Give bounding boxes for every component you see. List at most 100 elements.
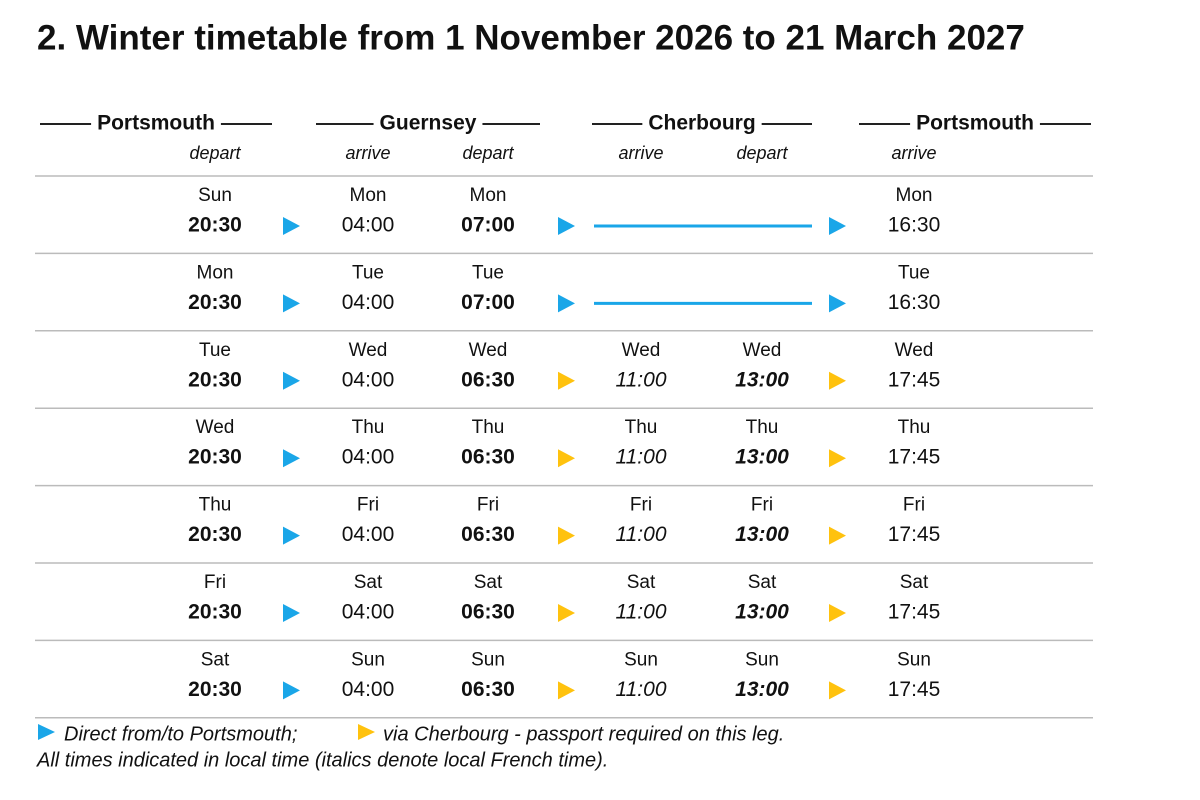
time: 20:30 (188, 446, 242, 469)
port-name: Cherbourg (648, 112, 755, 135)
arrow (283, 371, 300, 390)
time: 17:45 (888, 601, 941, 624)
day: Tue (352, 262, 384, 283)
time: 13:00 (735, 678, 789, 701)
day: Sun (351, 649, 385, 670)
day: Thu (199, 495, 232, 516)
time: 06:30 (461, 678, 515, 701)
time: 17:45 (888, 446, 941, 469)
arrow (558, 371, 575, 390)
time: 16:30 (888, 291, 941, 314)
arrow (558, 681, 575, 700)
day: Mon (197, 262, 234, 283)
time: 04:00 (342, 368, 395, 391)
direct-icon (38, 724, 55, 740)
arrow (829, 604, 846, 622)
time: 06:30 (461, 446, 515, 469)
column-label: depart (736, 143, 788, 163)
time: 04:00 (342, 523, 395, 546)
time: 20:30 (188, 291, 242, 314)
arrow (558, 526, 575, 545)
time: 11:00 (616, 601, 667, 624)
arrow (829, 526, 846, 545)
day: Sat (748, 572, 777, 593)
arrow (558, 449, 575, 468)
arrow (558, 294, 575, 313)
time: 04:00 (342, 214, 395, 237)
day: Sun (471, 649, 505, 670)
time: 06:30 (461, 523, 515, 546)
arrow (829, 217, 846, 235)
time: 20:30 (188, 678, 242, 701)
arrow (558, 604, 575, 622)
time: 13:00 (735, 368, 789, 391)
day: Thu (352, 417, 385, 438)
day: Tue (472, 262, 504, 283)
arrow (829, 371, 846, 390)
arrow (829, 294, 846, 313)
time: 17:45 (888, 368, 941, 391)
time: 04:00 (342, 601, 395, 624)
column-label: arrive (345, 143, 390, 163)
arrow (283, 294, 300, 313)
day: Sat (627, 572, 656, 593)
column-label: arrive (891, 143, 936, 163)
day: Fri (630, 495, 652, 516)
column-label: arrive (618, 143, 663, 163)
legend-direct: Direct from/to Portsmouth; (64, 723, 297, 745)
day: Thu (746, 417, 779, 438)
day: Thu (625, 417, 658, 438)
time: 13:00 (735, 601, 789, 624)
day: Fri (204, 572, 226, 593)
day: Thu (898, 417, 931, 438)
time: 11:00 (616, 368, 667, 391)
day: Wed (469, 340, 508, 361)
footnote: All times indicated in local time (itali… (36, 749, 608, 771)
day: Sat (354, 572, 383, 593)
time: 11:00 (616, 446, 667, 469)
via-icon (358, 724, 375, 740)
day: Tue (898, 262, 930, 283)
arrow (283, 604, 300, 622)
day: Wed (895, 340, 934, 361)
column-label: depart (462, 143, 514, 163)
day: Wed (196, 417, 235, 438)
day: Sun (624, 649, 658, 670)
time: 06:30 (461, 368, 515, 391)
day: Fri (903, 495, 925, 516)
day: Mon (896, 185, 933, 206)
day: Wed (622, 340, 661, 361)
time: 17:45 (888, 523, 941, 546)
port-name: Portsmouth (916, 112, 1034, 135)
day: Wed (743, 340, 782, 361)
arrow (829, 449, 846, 468)
arrow (283, 681, 300, 700)
day: Sun (745, 649, 779, 670)
arrow (558, 217, 575, 235)
time: 20:30 (188, 523, 242, 546)
arrow (283, 449, 300, 468)
day: Fri (357, 495, 379, 516)
day: Fri (477, 495, 499, 516)
time: 06:30 (461, 601, 515, 624)
day: Sat (900, 572, 929, 593)
title: 2. Winter timetable from 1 November 2026… (37, 18, 1025, 57)
arrow (829, 681, 846, 700)
column-label: depart (189, 143, 241, 163)
time: 11:00 (616, 523, 667, 546)
time: 04:00 (342, 678, 395, 701)
port-name: Portsmouth (97, 112, 215, 135)
day: Thu (472, 417, 505, 438)
time: 17:45 (888, 678, 941, 701)
day: Sat (201, 649, 230, 670)
arrow (283, 526, 300, 545)
time: 11:00 (616, 678, 667, 701)
day: Mon (470, 185, 507, 206)
day: Fri (751, 495, 773, 516)
time: 07:00 (461, 214, 515, 237)
time: 20:30 (188, 601, 242, 624)
day: Sat (474, 572, 503, 593)
day: Sun (897, 649, 931, 670)
